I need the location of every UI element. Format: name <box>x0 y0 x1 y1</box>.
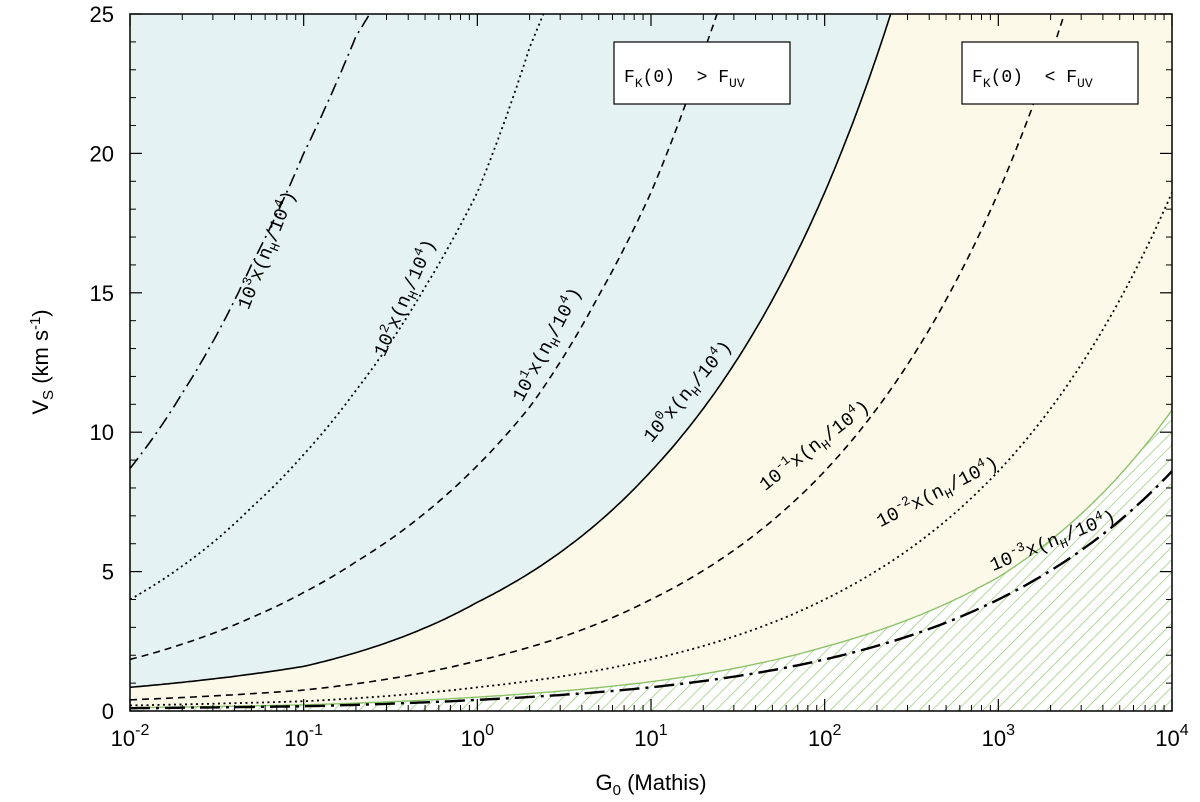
svg-text:FK(0) < FUV: FK(0) < FUV <box>972 68 1093 91</box>
legend-box-fk-less: FK(0) < FUV <box>961 41 1139 105</box>
y-tick-label: 10 <box>90 420 114 445</box>
svg-text:FK(0) > FUV: FK(0) > FUV <box>624 68 745 91</box>
box2-mid: (0) < F <box>991 68 1077 88</box>
box2-uv: UV <box>1077 76 1093 91</box>
y-tick-label: 25 <box>90 2 114 27</box>
x-tick-label: 104 <box>1155 722 1188 751</box>
y-tick-label: 20 <box>90 141 114 166</box>
region-fk-greater <box>130 14 891 688</box>
y-axis-title: VS (km s-1) <box>27 309 57 414</box>
box1-uv: UV <box>729 76 745 91</box>
curve-1e-2 <box>130 192 1172 707</box>
y-tick-label: 0 <box>102 699 114 724</box>
x-tick-label: 103 <box>982 722 1015 751</box>
x-tick-label: 10-2 <box>111 722 150 751</box>
x-tick-label: 100 <box>461 722 494 751</box>
box1-f: F <box>624 68 635 88</box>
box2-f: F <box>972 68 983 88</box>
x-tick-label: 101 <box>634 722 667 751</box>
curve-1e3 <box>130 14 371 469</box>
box1-mid: (0) > F <box>643 68 729 88</box>
x-tick-label: 102 <box>808 722 841 751</box>
legend-box-fk-greater: FK(0) > FUV <box>613 41 791 105</box>
curve-1e-1 <box>130 14 1066 701</box>
y-tick-label: 5 <box>102 560 114 585</box>
y-tick-label: 15 <box>90 281 114 306</box>
curve-1e1 <box>130 14 718 661</box>
curve-1e-3 <box>130 470 1172 710</box>
curve-1e0 <box>130 14 892 689</box>
box1-k: K <box>635 76 643 91</box>
box2-k: K <box>983 76 991 91</box>
curve-1e2 <box>130 14 545 601</box>
x-tick-label: 10-1 <box>284 722 323 751</box>
x-axis-title: G0 (Mathis) <box>595 770 706 799</box>
